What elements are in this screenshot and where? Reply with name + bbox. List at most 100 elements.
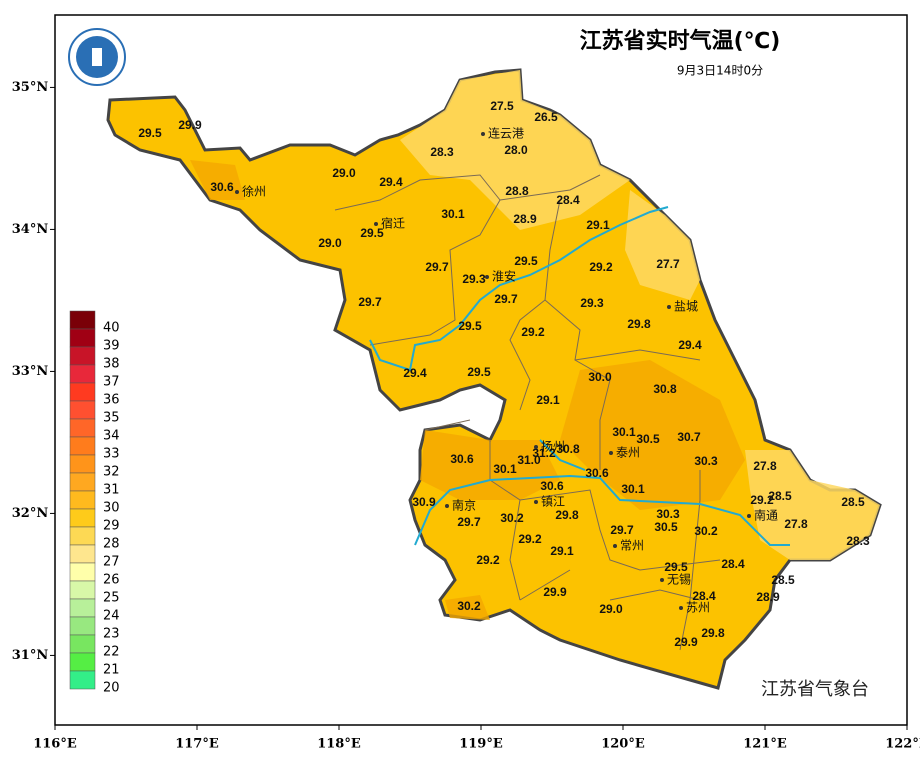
- legend-label: 27: [103, 555, 120, 570]
- station-temp: 29.5: [664, 560, 688, 574]
- legend-label: 33: [103, 447, 120, 462]
- city-name: 无锡: [667, 572, 691, 587]
- station-temp: 30.1: [493, 462, 517, 476]
- cool-zone: [745, 450, 880, 560]
- station-temp: 30.5: [654, 520, 678, 534]
- station-temp: 30.6: [540, 479, 564, 493]
- subtitle: 9月3日14时0分: [677, 64, 763, 78]
- x-tick-label: 117°E: [175, 737, 219, 752]
- legend-label: 22: [103, 645, 120, 660]
- city-dot: [613, 544, 617, 548]
- station-temp: 30.5: [636, 432, 660, 446]
- legend-label: 30: [103, 501, 120, 516]
- city-name: 镇江: [541, 495, 565, 509]
- y-tick-label: 33°N: [12, 364, 49, 379]
- station-temp: 30.6: [210, 180, 234, 194]
- station-temp: 29.1: [550, 544, 574, 558]
- station-temp: 28.3: [846, 534, 870, 548]
- station-temp: 30.7: [677, 430, 701, 444]
- station-temp: 29.1: [586, 218, 610, 232]
- station-temp: 30.2: [694, 524, 718, 538]
- y-tick-label: 31°N: [12, 648, 49, 663]
- station-temp: 29.2: [476, 553, 500, 567]
- city-dot: [481, 132, 485, 136]
- legend-label: 39: [103, 339, 120, 354]
- x-tick-label: 121°E: [743, 737, 787, 752]
- station-temp: 29.7: [494, 292, 518, 306]
- station-temp: 29.4: [678, 338, 702, 352]
- legend-swatch: [69, 328, 96, 348]
- city-name: 苏州: [686, 601, 710, 615]
- station-temp: 30.9: [412, 495, 436, 509]
- station-temp: 29.5: [514, 254, 538, 268]
- agency: 江苏省气象台: [761, 679, 869, 700]
- station-temp: 27.7: [656, 257, 680, 271]
- legend-label: 29: [103, 519, 120, 534]
- legend-label: 36: [103, 393, 120, 408]
- legend-label: 20: [103, 681, 120, 696]
- station-temp: 29.7: [425, 260, 449, 274]
- station-temp: 31.2: [532, 446, 556, 460]
- city-dot: [534, 445, 538, 449]
- city-dot: [534, 500, 538, 504]
- province-shape: [106, 68, 882, 690]
- city-dot: [667, 305, 671, 309]
- legend-label: 34: [103, 429, 120, 444]
- station-temp: 29.7: [457, 515, 481, 529]
- station-temp: 29.5: [138, 126, 162, 140]
- legend-swatch: [69, 544, 96, 564]
- station-temp: 29.5: [360, 226, 384, 240]
- province: [106, 68, 882, 690]
- legend-label: 32: [103, 465, 120, 480]
- legend-label: 35: [103, 411, 120, 426]
- station-temp: 29.2: [521, 325, 545, 339]
- legend-swatch: [69, 310, 96, 330]
- x-tick-label: 118°E: [317, 737, 361, 752]
- legend-swatch: [69, 580, 96, 600]
- city-name: 泰州: [616, 446, 640, 460]
- legend-label: 28: [103, 537, 120, 552]
- x-tick-label: 122°E: [885, 737, 920, 752]
- rivers: [369, 206, 790, 546]
- warm-zone: [190, 160, 245, 200]
- warm-zone: [560, 360, 745, 510]
- city-name: 常州: [620, 539, 644, 553]
- station-temp: 30.3: [694, 454, 718, 468]
- city-dot: [609, 451, 613, 455]
- city-name: 徐州: [242, 184, 266, 199]
- boundaries: [334, 174, 721, 651]
- station-temp: 28.4: [692, 589, 716, 603]
- legend-swatch: [69, 616, 96, 636]
- station-temp: 29.1: [536, 393, 560, 407]
- y-tick-label: 32°N: [12, 506, 49, 521]
- city-dot: [747, 514, 751, 518]
- city-dot: [374, 222, 378, 226]
- legend-label: 31: [103, 483, 120, 498]
- legend-swatch: [69, 490, 96, 510]
- station-temp: 31.0: [517, 453, 541, 467]
- station-temp: 29.4: [379, 175, 403, 189]
- station-temp: 30.6: [585, 466, 609, 480]
- station-temp: 28.5: [771, 573, 795, 587]
- station-temp: 28.4: [556, 193, 580, 207]
- y-tick-label: 34°N: [12, 222, 49, 237]
- station-temp: 29.9: [178, 118, 202, 132]
- x-tick-label: 119°E: [459, 737, 503, 752]
- legend-label: 23: [103, 627, 120, 642]
- legend-label: 37: [103, 375, 120, 390]
- legend-label: 24: [103, 609, 120, 624]
- y-tick-label: 35°N: [12, 80, 49, 95]
- warm-zone: [445, 595, 490, 620]
- station-temp: 28.4: [721, 557, 745, 571]
- legend-swatch: [69, 562, 96, 582]
- city-name: 南京: [452, 498, 476, 513]
- legend-swatch: [69, 400, 96, 420]
- legend-swatch: [69, 598, 96, 618]
- legend-swatch: [69, 508, 96, 528]
- city-name: 宿迁: [381, 216, 405, 231]
- legend-swatch: [69, 526, 96, 546]
- station-temp: 29.2: [518, 532, 542, 546]
- legend-label: 21: [103, 663, 120, 678]
- legend-swatch: [69, 436, 96, 456]
